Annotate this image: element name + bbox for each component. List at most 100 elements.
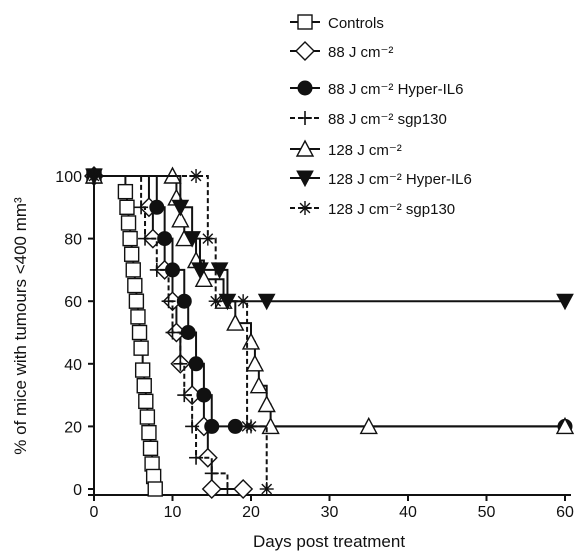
data-point: [149, 262, 164, 277]
legend-item: 128 J cm⁻² sgp130: [290, 201, 455, 218]
data-point: [128, 293, 145, 309]
data-point: [157, 231, 173, 247]
data-point: [556, 293, 574, 311]
data-point: [139, 409, 156, 425]
data-point: [161, 294, 176, 309]
data-point: [120, 215, 137, 231]
data-point: [185, 419, 200, 434]
data-point: [127, 277, 143, 294]
y-tick-label: 80: [64, 232, 82, 249]
legend-label: 88 J cm⁻² Hyper-IL6: [328, 81, 463, 98]
data-point: [249, 376, 269, 394]
y-tick-label: 100: [55, 169, 82, 186]
legend-marker: [295, 139, 315, 157]
legend-marker: [297, 14, 313, 30]
data-point: [125, 262, 141, 278]
data-point: [130, 309, 146, 325]
y-tick-label: 20: [64, 419, 82, 436]
legend-marker: [297, 80, 313, 96]
y-tick-label: 0: [73, 482, 82, 499]
data-point: [149, 199, 165, 215]
data-point: [241, 332, 261, 350]
data-point: [171, 199, 190, 217]
legend-item: 88 J cm⁻²: [290, 41, 393, 61]
data-point: [188, 356, 204, 372]
y-tick-label: 60: [64, 294, 82, 311]
x-tick-label: 50: [478, 504, 496, 521]
data-point: [165, 325, 180, 340]
data-point: [201, 479, 222, 499]
data-point: [122, 230, 138, 247]
legend-label: 128 J cm⁻² sgp130: [328, 201, 455, 218]
legend-marker: [296, 170, 314, 188]
legend-label: Controls: [328, 15, 384, 32]
data-point: [204, 466, 219, 481]
data-point: [555, 416, 575, 435]
series-0: [86, 168, 163, 497]
data-point: [117, 183, 134, 200]
data-point: [131, 324, 148, 341]
data-point: [196, 387, 212, 403]
data-point: [138, 231, 153, 246]
data-point: [183, 231, 201, 248]
legend-marker: [295, 41, 315, 61]
data-point: [259, 482, 274, 496]
series-3: [87, 169, 235, 496]
data-point: [233, 479, 254, 499]
plot-area: [84, 166, 575, 499]
data-point: [87, 169, 101, 183]
legend-label: 128 J cm⁻²: [328, 142, 402, 159]
data-point: [359, 416, 378, 435]
data-point: [171, 210, 190, 228]
legend-item: 128 J cm⁻²: [290, 139, 402, 159]
legend-label: 128 J cm⁻² Hyper-IL6: [328, 171, 472, 188]
data-point: [123, 246, 140, 262]
x-tick-label: 0: [90, 504, 99, 521]
legend-marker: [298, 111, 312, 125]
y-tick-label: 40: [64, 357, 82, 374]
data-point: [138, 393, 154, 410]
data-point: [180, 325, 196, 340]
legend-label: 88 J cm⁻² sgp130: [328, 111, 447, 128]
series-6: [87, 169, 274, 496]
x-tick-label: 60: [556, 504, 574, 521]
data-point: [220, 482, 235, 496]
x-tick-label: 30: [321, 504, 339, 521]
x-tick-label: 10: [164, 504, 182, 521]
data-point: [189, 169, 204, 183]
data-point: [236, 294, 251, 309]
legend-item: 128 J cm⁻² Hyper-IL6: [290, 170, 472, 188]
data-point: [176, 293, 192, 309]
data-point: [134, 200, 149, 215]
data-point: [200, 231, 215, 246]
data-point: [147, 481, 163, 497]
data-point: [191, 262, 209, 279]
data-point: [226, 313, 245, 331]
data-point: [134, 362, 151, 378]
data-point: [257, 293, 276, 311]
data-point: [142, 440, 159, 457]
x-axis-label: Days post treatment: [253, 532, 405, 551]
data-point: [141, 424, 157, 441]
y-axis-label: % of mice with tumours <400 mm³: [11, 197, 30, 455]
data-point: [189, 450, 204, 465]
data-point: [244, 419, 258, 434]
legend-label: 88 J cm⁻²: [328, 44, 393, 61]
data-point: [173, 356, 188, 371]
data-point: [257, 395, 276, 413]
data-point: [119, 199, 135, 216]
legend-marker: [298, 201, 312, 215]
data-point: [136, 378, 152, 394]
data-point: [177, 388, 192, 403]
legend-item: 88 J cm⁻² sgp130: [290, 111, 447, 128]
data-point: [133, 340, 149, 356]
axes: [88, 170, 571, 496]
ticks: 0 10 20 30 40 50 60 0 20 40 60 80 100: [55, 169, 574, 521]
x-tick-label: 20: [242, 504, 260, 521]
legend: Controls 88 J cm⁻² 88 J cm⁻² Hyper-IL6 88 J…: [290, 14, 472, 218]
data-point: [245, 354, 265, 372]
data-point: [204, 418, 220, 434]
legend-item: Controls: [290, 14, 384, 32]
data-point: [208, 294, 223, 309]
